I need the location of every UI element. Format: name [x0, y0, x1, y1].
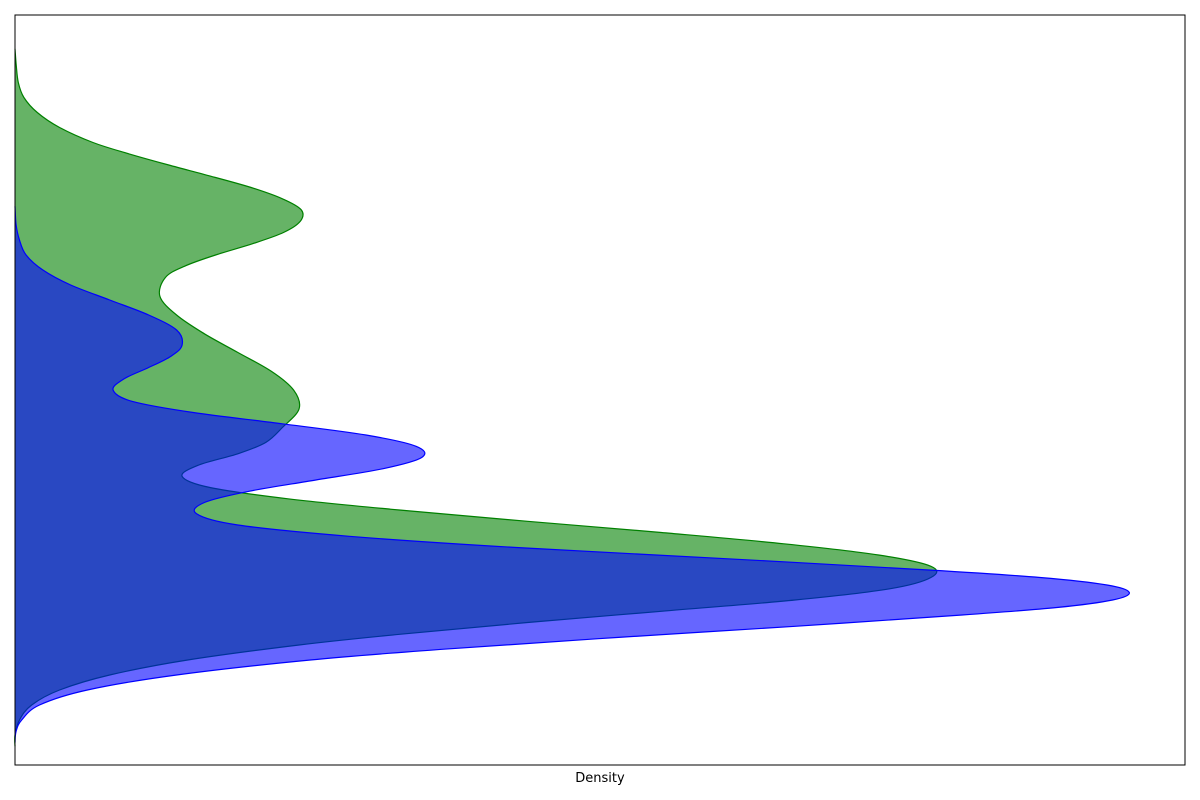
- plot-frame: [14, 14, 1186, 766]
- density-line-series-2: [14, 206, 1130, 743]
- density-area-series-2: [15, 206, 1130, 743]
- x-axis-label: Density: [575, 771, 625, 786]
- series-layer: [14, 48, 1130, 747]
